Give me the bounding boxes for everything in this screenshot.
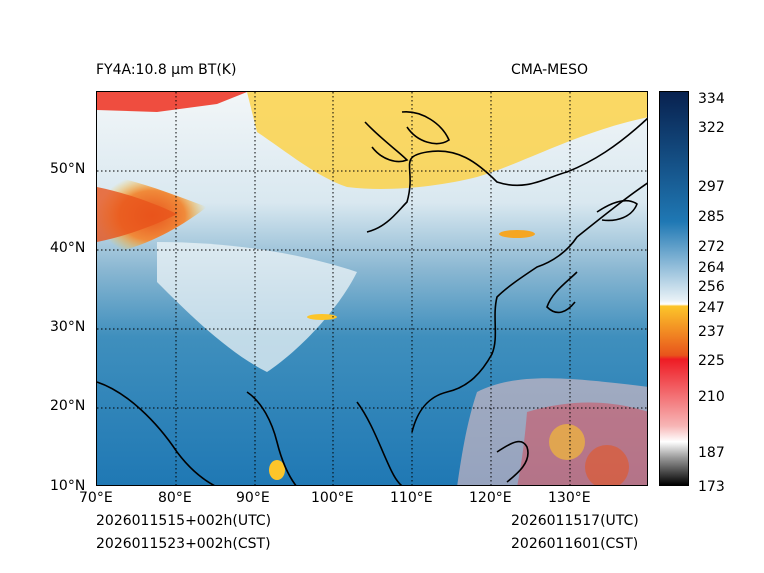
colorbar-tick-label: 187	[698, 445, 725, 461]
cloud-patch	[269, 460, 285, 480]
lat-label: 20°N	[50, 398, 86, 414]
colorbar-tick-label: 264	[698, 260, 725, 276]
lon-label: 110°E	[390, 490, 433, 506]
colorbar-tick-label: 225	[698, 353, 725, 369]
convection-cell	[585, 445, 629, 485]
lon-label: 120°E	[469, 490, 512, 506]
obs-time-cst: 2026011601(CST)	[511, 536, 639, 552]
colorbar-tick-label: 285	[698, 209, 725, 225]
colorbar-tick-label: 173	[698, 479, 725, 495]
chart-title-left: FY4A:10.8 µm BT(K)	[96, 62, 237, 78]
colorbar-tick-label: 334	[698, 91, 725, 107]
cloud-patch	[307, 314, 337, 320]
graticule	[97, 92, 647, 485]
cloud-patch	[499, 230, 535, 238]
colorbar	[659, 91, 689, 486]
run-time-utc: 2026011515+002h(UTC)	[96, 513, 272, 529]
colorbar-tick-label: 247	[698, 300, 725, 316]
lon-label: 90°E	[236, 490, 270, 506]
lat-label: 50°N	[50, 161, 86, 177]
lon-label: 70°E	[79, 490, 113, 506]
lat-label: 30°N	[50, 319, 86, 335]
lon-label: 130°E	[548, 490, 591, 506]
convection-cell	[549, 424, 585, 460]
colorbar-tick-label: 237	[698, 324, 725, 340]
lat-label: 10°N	[50, 478, 86, 494]
obs-time-utc: 2026011517(UTC)	[511, 513, 639, 529]
lat-label: 40°N	[50, 240, 86, 256]
colorbar-tick-label: 297	[698, 179, 725, 195]
colorbar-tick-label: 322	[698, 120, 725, 136]
coastlines	[97, 111, 647, 485]
lon-label: 100°E	[311, 490, 354, 506]
colorbar-tick-label: 272	[698, 239, 725, 255]
map-image	[97, 92, 647, 485]
chart-title-right: CMA-MESO	[511, 62, 589, 78]
colorbar-tick-label: 256	[698, 279, 725, 295]
cloud-west-core	[97, 187, 177, 242]
colorbar-tick-label: 210	[698, 389, 725, 405]
lon-label: 80°E	[158, 490, 192, 506]
satellite-map	[96, 91, 648, 486]
run-time-cst: 2026011523+002h(CST)	[96, 536, 271, 552]
cloud-nw-top	[97, 92, 247, 112]
cloud-plateau	[157, 242, 357, 372]
